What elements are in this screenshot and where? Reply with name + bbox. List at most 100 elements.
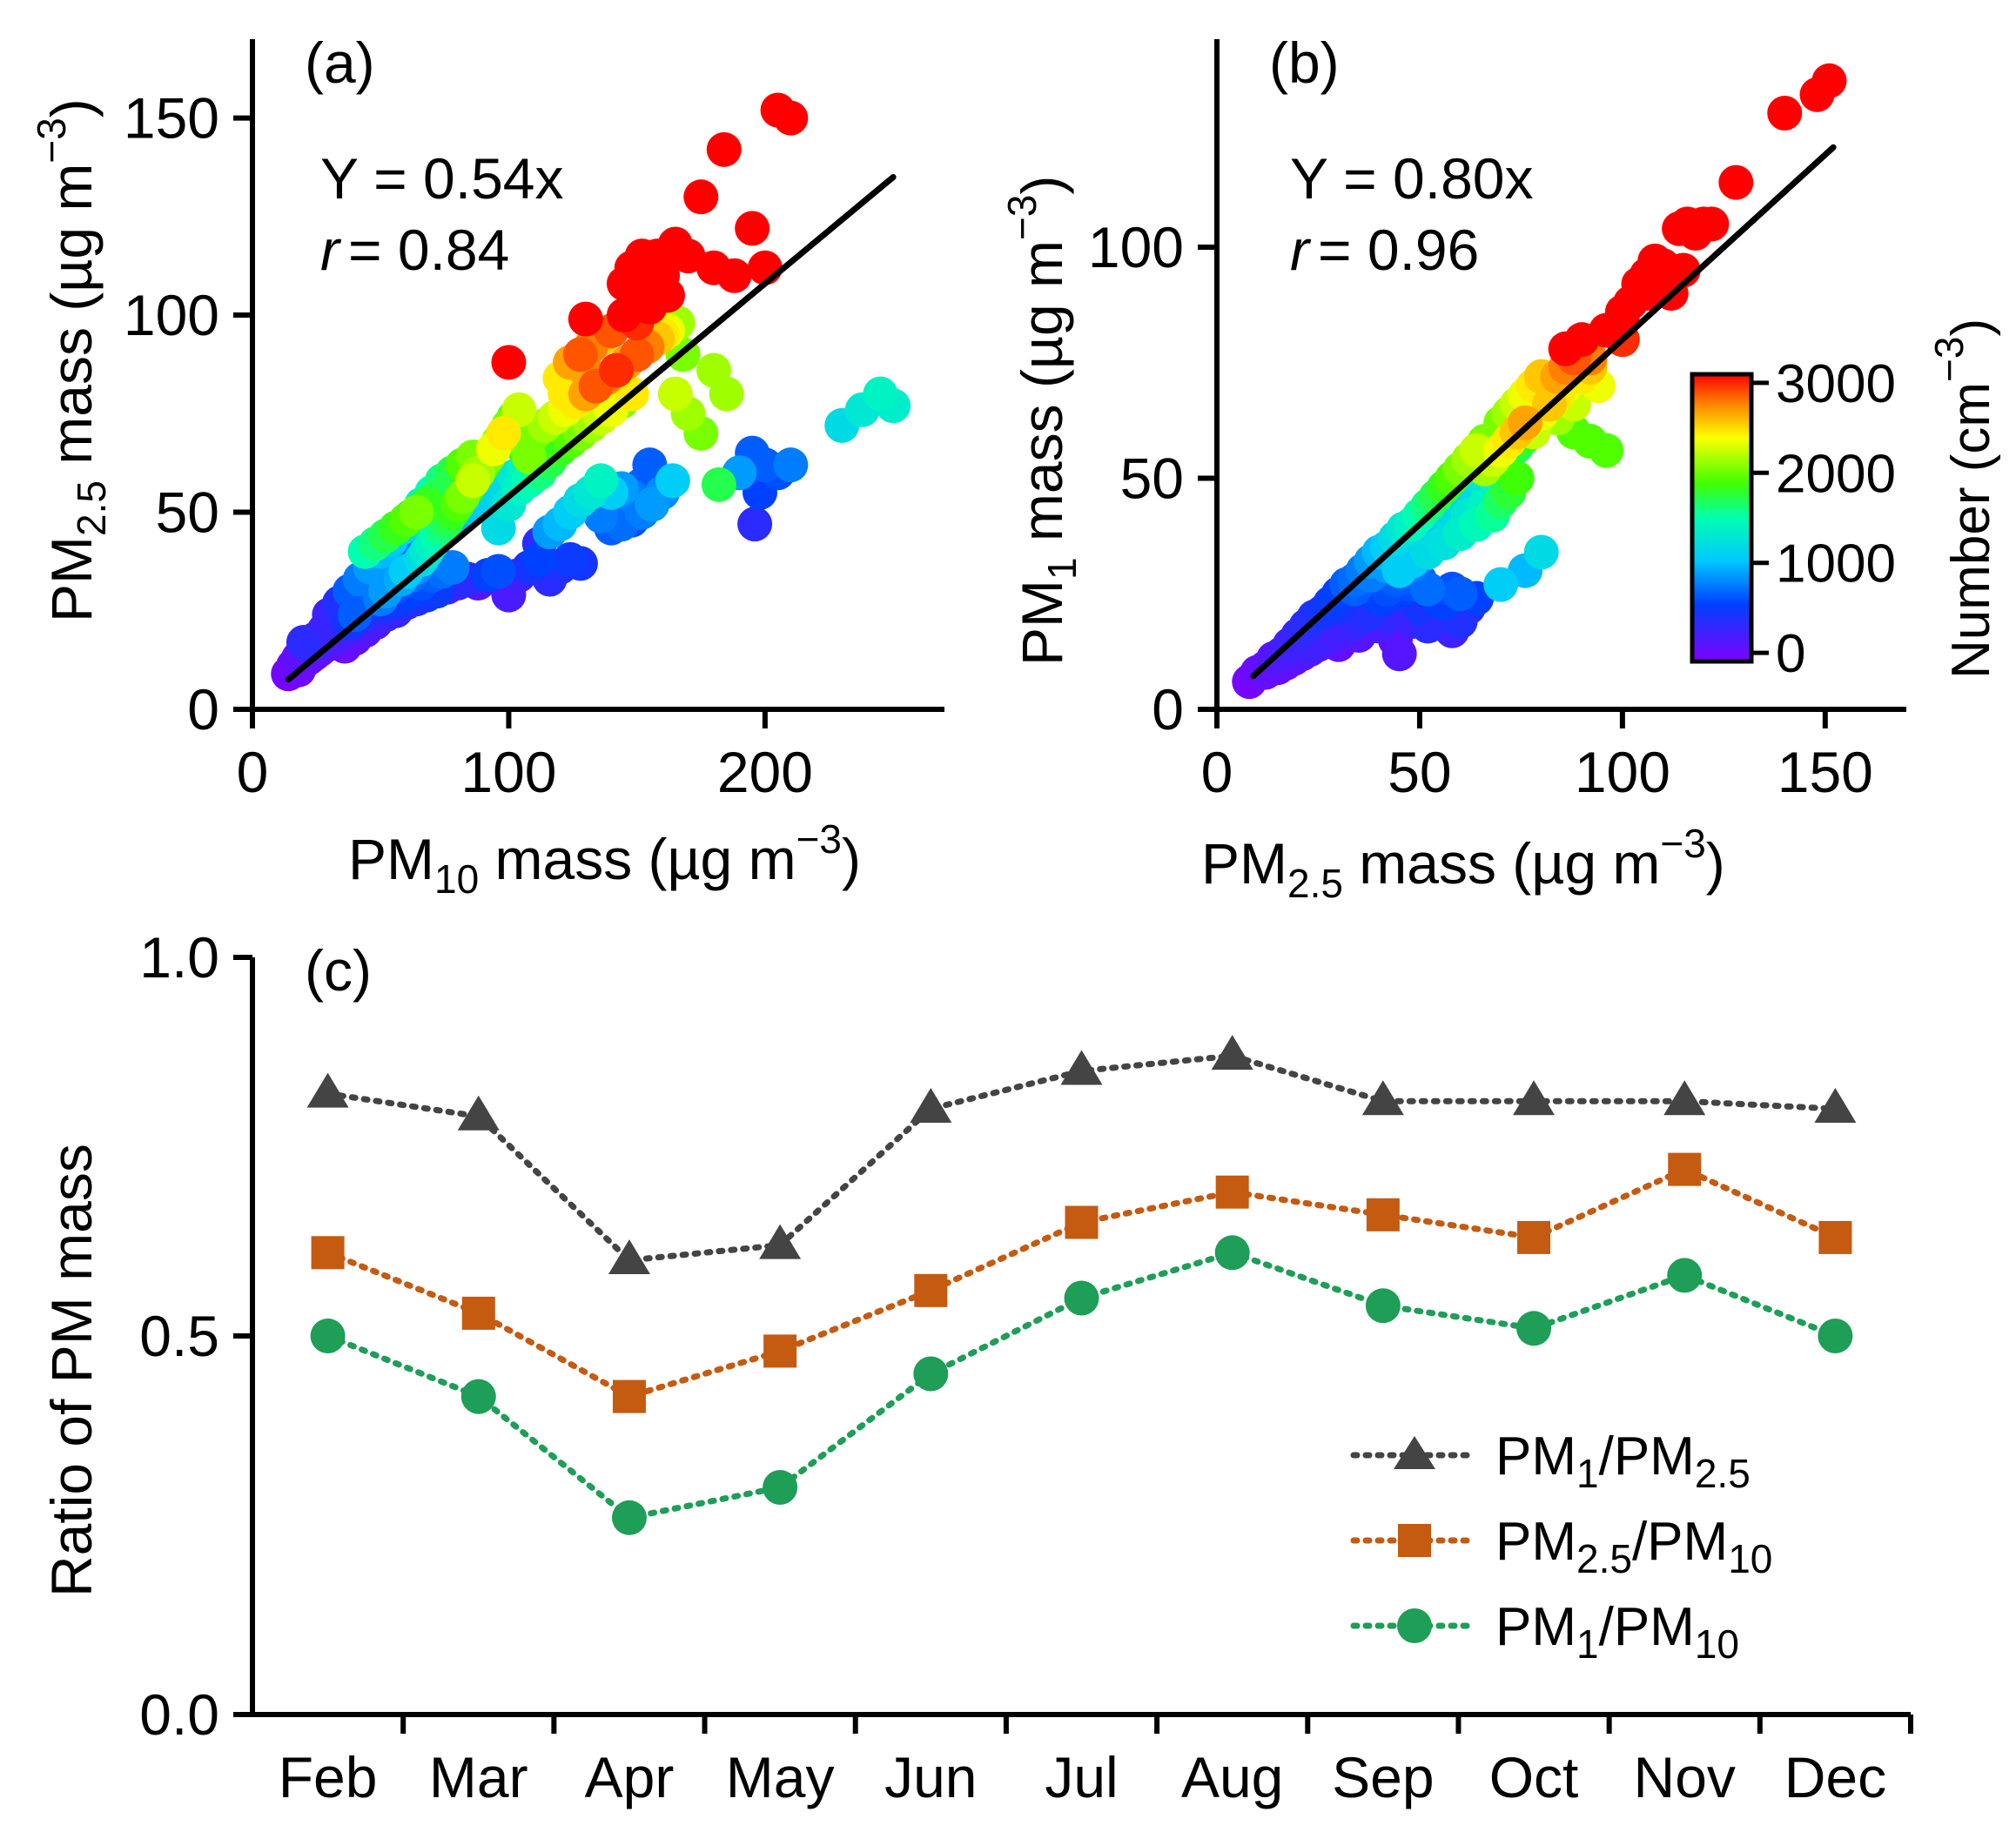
panel-b-axes: 0 50 100 150 0 50 100 xyxy=(1088,39,1906,804)
triangle-marker xyxy=(1513,1080,1556,1116)
square-marker xyxy=(914,1273,948,1307)
panel-a-point xyxy=(701,466,736,502)
legend-item-pm1-pm10: PM1/PM10 xyxy=(1350,1597,1739,1667)
panel-a-point xyxy=(863,376,898,412)
square-marker xyxy=(1517,1220,1551,1254)
panel-b-point xyxy=(1523,534,1559,570)
panel-b-fit-line xyxy=(1250,144,1837,680)
legend-square-marker xyxy=(1398,1524,1431,1557)
panel-c-ylabel: Ratio of PM mass xyxy=(39,1144,104,1597)
triangle-marker xyxy=(457,1095,500,1131)
panel-a-x-tick-label: 0 xyxy=(237,740,269,804)
triangle-marker xyxy=(1361,1080,1404,1116)
panel-a-y-tick-label: 150 xyxy=(124,86,219,151)
square-marker xyxy=(311,1236,345,1270)
square-marker xyxy=(1818,1220,1852,1254)
panel-a-point xyxy=(735,211,770,246)
circle-marker xyxy=(763,1470,798,1505)
panel-c-axes: 0.0 0.5 1.0 Feb Mar Apr May Jun Jul Aug Sep Oct Nov D… xyxy=(139,925,1913,1809)
panel-a-r: r xyxy=(320,218,342,282)
panel-b-x-tick-label: 50 xyxy=(1388,740,1451,804)
colorbar-label: Number (cm−3) xyxy=(1926,319,2001,679)
panel-b-point xyxy=(1508,405,1543,440)
panel-c-label: (c) xyxy=(305,938,372,1003)
panel-a-point xyxy=(286,625,321,660)
legend-label-pm1-pm25: PM1/PM2.5 xyxy=(1495,1426,1751,1496)
square-marker xyxy=(1215,1175,1249,1209)
panel-b-x-tick-label: 0 xyxy=(1201,740,1233,804)
panel-a-point xyxy=(568,301,603,337)
panel-b-point xyxy=(1564,322,1600,358)
circle-marker xyxy=(1516,1311,1552,1346)
panel-c-x-tick-label: Jul xyxy=(1045,1745,1118,1809)
circle-marker xyxy=(611,1500,647,1535)
panel-a-point xyxy=(683,179,719,215)
panel-b-x-tick-label: 100 xyxy=(1575,740,1670,804)
colorbar-tick-label: 1000 xyxy=(1776,534,1896,594)
colorbar-gradient xyxy=(1690,372,1754,664)
panel-b-point xyxy=(1499,460,1535,496)
triangle-marker xyxy=(910,1088,952,1123)
panel-c-y-tick-label: 0.5 xyxy=(139,1304,219,1368)
panel-b-point xyxy=(1718,164,1754,200)
panel-a-point xyxy=(399,494,434,530)
panel-b-point xyxy=(1767,95,1803,131)
panel-c-y-tick-label: 1.0 xyxy=(139,925,219,990)
panel-a-point xyxy=(709,376,744,412)
triangle-marker xyxy=(1211,1035,1253,1071)
series-triangle xyxy=(306,1035,1857,1274)
panel-a-equation: Y = 0.54x xyxy=(320,146,564,211)
panel-a-point xyxy=(486,415,521,451)
panel-a-y-tick-label: 0 xyxy=(187,677,219,742)
panel-a-y-tick-label: 50 xyxy=(156,480,219,545)
panel-a-point xyxy=(491,345,527,380)
triangle-marker xyxy=(1060,1050,1103,1085)
panel-b-point xyxy=(1442,576,1478,612)
series-circle xyxy=(310,1235,1853,1535)
panel-c-y-tick-label: 0.0 xyxy=(139,1682,219,1747)
square-marker xyxy=(612,1379,646,1413)
panel-a-point xyxy=(773,447,809,483)
legend-item-pm25-pm10: PM2.5/PM10 xyxy=(1350,1512,1772,1581)
panel-b-point xyxy=(1589,433,1624,468)
panel-b-r: r xyxy=(1290,218,1312,282)
panel-a-point xyxy=(632,290,668,325)
triangle-marker xyxy=(1814,1088,1857,1123)
panel-c-x-tick-label: Sep xyxy=(1332,1745,1434,1809)
circle-marker xyxy=(1064,1280,1099,1316)
panel-a-y-tick-label: 100 xyxy=(124,283,219,347)
panel-a-point xyxy=(706,131,742,167)
circle-marker xyxy=(460,1379,496,1414)
panel-c-x-tick-label: Apr xyxy=(585,1745,675,1809)
panel-c-x-tick-label: May xyxy=(726,1745,835,1809)
panel-c-x-tick-label: Jun xyxy=(884,1745,977,1809)
panel-b-equation: Y = 0.80x xyxy=(1290,146,1534,211)
panel-a-x-tick-label: 200 xyxy=(717,740,813,804)
triangle-marker xyxy=(608,1239,650,1274)
panel-c: 0.0 0.5 1.0 Feb Mar Apr May Jun Jul Aug Sep Oct Nov D… xyxy=(39,925,1913,1809)
square-marker xyxy=(1668,1152,1702,1186)
panel-a-point xyxy=(716,258,752,293)
colorbar: 0 1000 2000 3000 Number (cm−3) xyxy=(1690,319,2001,684)
colorbar-tick-label: 2000 xyxy=(1776,444,1896,504)
panel-c-x-tick-label: Dec xyxy=(1784,1745,1886,1809)
panel-a-point xyxy=(655,463,690,499)
panel-b-point xyxy=(1483,567,1519,602)
panel-b-y-tick-label: 50 xyxy=(1120,446,1184,510)
panel-a-point xyxy=(583,463,619,499)
panel-c-x-tick-label: Oct xyxy=(1489,1745,1579,1809)
panel-c-x-tick-label: Aug xyxy=(1181,1745,1283,1809)
circle-marker xyxy=(1667,1258,1703,1293)
series-square xyxy=(311,1152,1852,1413)
triangle-marker xyxy=(306,1072,349,1108)
legend-label-pm25-pm10: PM2.5/PM10 xyxy=(1495,1512,1772,1581)
square-marker xyxy=(461,1296,495,1330)
panel-c-series xyxy=(306,1035,1857,1535)
square-marker xyxy=(1065,1205,1099,1239)
panel-a-r-value: = 0.84 xyxy=(348,218,509,282)
panel-a-point xyxy=(434,549,470,585)
circle-marker xyxy=(1214,1235,1250,1271)
circle-marker xyxy=(1365,1288,1401,1324)
colorbar-tick-label: 0 xyxy=(1776,624,1805,684)
